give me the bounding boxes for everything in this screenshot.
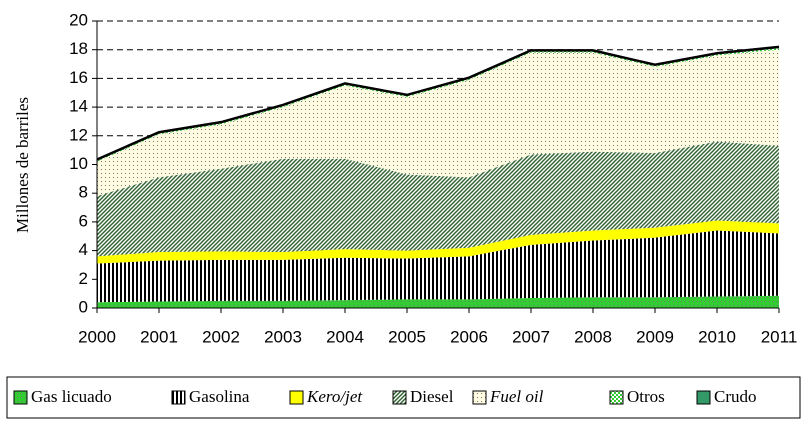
y-tick-label: 10 [69,154,88,173]
y-tick-label: 14 [69,97,88,116]
legend-swatch [472,390,487,405]
x-tick-label: 2004 [326,327,364,346]
y-tick-label: 12 [69,125,88,144]
y-tick-label: 4 [79,240,88,259]
x-tick-label: 2000 [78,327,116,346]
x-tick-label: 2009 [636,327,674,346]
area [97,49,779,197]
area [97,295,779,308]
y-tick-label: 16 [69,68,88,87]
legend-swatch [696,390,711,405]
legend-swatch [171,390,186,405]
x-tick-label: 2006 [450,327,488,346]
x-tick-label: 2011 [761,327,798,346]
y-axis-label: Millones de barriles [13,97,32,233]
x-tick-label: 2010 [698,327,736,346]
x-tick-label: 2001 [140,327,178,346]
legend-label: Crudo [714,387,757,406]
y-tick-label: 8 [79,183,88,202]
legend-swatch [392,390,407,405]
area [97,141,779,257]
y-tick-label: 0 [79,297,88,316]
x-tick-label: 2005 [388,327,426,346]
legend-label: Kero/jet [306,387,363,406]
area [97,230,779,303]
y-tick-label: 6 [79,211,88,230]
total-outline [96,45,780,161]
x-tick-label: 2003 [264,327,302,346]
x-tick-label: 2007 [512,327,550,346]
legend-swatch [609,390,624,405]
legend-swatch [13,390,28,405]
y-tick-label: 2 [79,269,88,288]
legend-label: Diesel [410,387,454,406]
legend-swatch [289,390,304,405]
legend-label: Gasolina [189,387,250,406]
x-tick-label: 2002 [202,327,240,346]
area [97,220,779,264]
y-tick-label: 20 [69,10,88,29]
legend-label: Otros [627,387,665,406]
legend-label: Gas licuado [31,387,112,406]
x-tick-label: 2008 [574,327,612,346]
y-tick-label: 18 [69,39,88,58]
legend-label: Fuel oil [489,387,544,406]
